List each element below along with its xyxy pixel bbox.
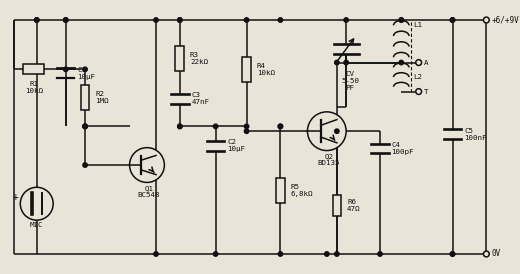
- Circle shape: [399, 60, 404, 65]
- FancyBboxPatch shape: [242, 57, 251, 82]
- Circle shape: [34, 18, 39, 22]
- Circle shape: [307, 112, 346, 150]
- Text: A: A: [423, 59, 428, 65]
- Circle shape: [20, 187, 53, 220]
- Circle shape: [324, 252, 329, 256]
- Circle shape: [278, 252, 283, 256]
- Circle shape: [378, 252, 382, 256]
- Circle shape: [178, 18, 182, 22]
- Circle shape: [278, 124, 283, 129]
- Circle shape: [178, 124, 182, 129]
- Circle shape: [213, 252, 218, 256]
- Circle shape: [450, 18, 454, 22]
- Circle shape: [83, 124, 87, 129]
- Text: +: +: [12, 192, 18, 202]
- Text: 0V: 0V: [491, 250, 500, 258]
- Text: C1
10μF: C1 10μF: [77, 67, 95, 80]
- Circle shape: [416, 60, 422, 65]
- Circle shape: [278, 18, 283, 22]
- Circle shape: [399, 18, 404, 22]
- Text: T: T: [423, 89, 428, 95]
- Text: Q2
BD135: Q2 BD135: [318, 153, 340, 166]
- Text: R1
10kΩ: R1 10kΩ: [25, 81, 43, 94]
- Circle shape: [244, 129, 249, 133]
- Circle shape: [154, 252, 158, 256]
- FancyBboxPatch shape: [81, 85, 89, 110]
- Text: L2: L2: [413, 74, 422, 80]
- Circle shape: [129, 148, 164, 182]
- Circle shape: [399, 18, 404, 22]
- Circle shape: [34, 18, 39, 22]
- Circle shape: [154, 18, 158, 22]
- FancyBboxPatch shape: [23, 64, 45, 74]
- Circle shape: [450, 252, 454, 256]
- Text: R5
6,8kΩ: R5 6,8kΩ: [291, 184, 313, 197]
- Text: CV
5-50
PF: CV 5-50 PF: [341, 71, 359, 91]
- Text: R2
1MΩ: R2 1MΩ: [95, 91, 109, 104]
- Text: MIC: MIC: [30, 222, 44, 228]
- FancyBboxPatch shape: [332, 195, 341, 216]
- Circle shape: [63, 67, 68, 72]
- Text: Q1
BC548: Q1 BC548: [138, 185, 160, 198]
- Circle shape: [83, 163, 87, 167]
- Circle shape: [450, 18, 454, 22]
- FancyBboxPatch shape: [276, 178, 285, 203]
- Circle shape: [244, 18, 249, 22]
- Text: R3
22kΩ: R3 22kΩ: [190, 52, 208, 65]
- Circle shape: [450, 252, 454, 256]
- Circle shape: [178, 124, 182, 129]
- Circle shape: [83, 124, 87, 129]
- Circle shape: [213, 124, 218, 129]
- Circle shape: [344, 18, 348, 22]
- Text: C2
10μF: C2 10μF: [227, 139, 245, 152]
- Circle shape: [416, 89, 422, 95]
- Circle shape: [63, 18, 68, 22]
- Circle shape: [83, 124, 87, 129]
- Circle shape: [335, 129, 339, 133]
- Circle shape: [278, 124, 283, 129]
- FancyBboxPatch shape: [175, 46, 184, 71]
- Circle shape: [344, 60, 348, 65]
- Circle shape: [484, 17, 489, 23]
- Text: R4
10kΩ: R4 10kΩ: [257, 63, 275, 76]
- Text: C5
100nF: C5 100nF: [464, 128, 487, 141]
- Text: C3
47nF: C3 47nF: [191, 92, 210, 105]
- Circle shape: [335, 252, 339, 256]
- Circle shape: [335, 60, 339, 65]
- Text: C4
100pF: C4 100pF: [392, 142, 414, 155]
- Circle shape: [83, 67, 87, 72]
- Text: +6/+9V: +6/+9V: [491, 16, 519, 24]
- Circle shape: [244, 124, 249, 129]
- Circle shape: [484, 251, 489, 257]
- Text: R6
47Ω: R6 47Ω: [347, 199, 360, 212]
- Text: L1: L1: [413, 22, 422, 28]
- Circle shape: [63, 18, 68, 22]
- Circle shape: [178, 18, 182, 22]
